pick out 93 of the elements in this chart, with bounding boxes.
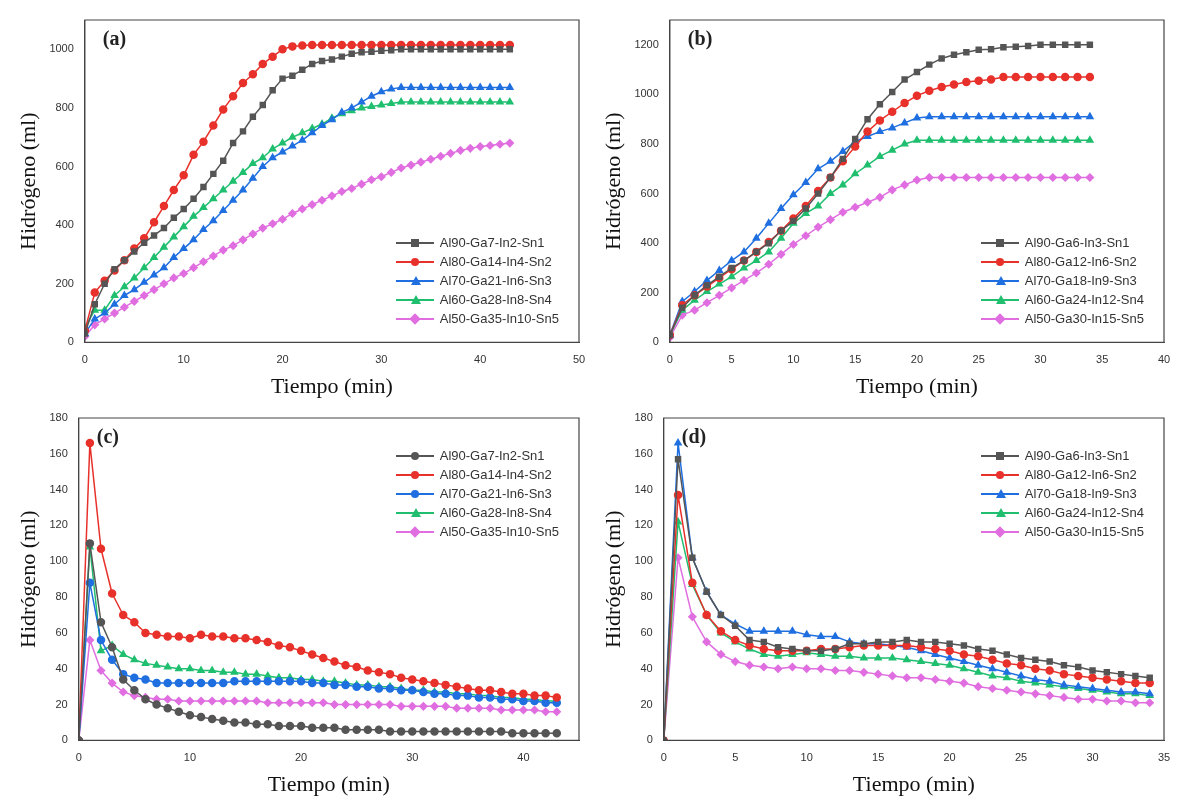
y-tick-label: 100	[49, 554, 68, 567]
y-tick-label: 800	[55, 100, 74, 113]
y-tick-label: 200	[55, 276, 74, 289]
y-tick-label: 140	[49, 482, 68, 495]
y-tick-label: 120	[634, 518, 653, 531]
chart-title: (d)	[681, 425, 707, 449]
x-tick-label: 50	[572, 353, 586, 366]
x-tick-label: 30	[1034, 353, 1047, 366]
legend-label: Al80-Ga14-In4-Sn2	[439, 253, 552, 271]
x-tick-label: 40	[517, 751, 530, 764]
y-axis-title: Hidrógeno (ml)	[14, 112, 40, 250]
y-tick-label: 600	[640, 186, 659, 199]
legend-label: Al50-Ga30-In15-Sn5	[1024, 310, 1144, 328]
y-axis-title: Hidrógeno (ml)	[599, 510, 625, 648]
x-tick-label: 5	[728, 353, 735, 366]
x-tick-label: 25	[972, 353, 985, 366]
legend-label: Al90-Ga7-In2-Sn1	[439, 447, 545, 465]
legend-label: Al50-Ga30-In15-Sn5	[1024, 523, 1144, 541]
x-tick-label: 40	[1157, 353, 1171, 366]
x-tick-label: 10	[183, 751, 197, 764]
y-tick-label: 160	[49, 446, 68, 459]
legend-label: Al80-Ga14-In4-Sn2	[439, 466, 552, 484]
y-tick-label: 20	[55, 697, 68, 710]
x-tick-label: 10	[800, 751, 813, 764]
x-tick-label: 0	[660, 751, 667, 764]
x-tick-label: 30	[406, 751, 419, 764]
x-tick-label: 5	[732, 751, 739, 764]
y-tick-label: 0	[646, 733, 653, 746]
y-tick-label: 600	[55, 159, 74, 172]
legend-label: Al80-Ga12-In6-Sn2	[1024, 253, 1137, 271]
x-tick-label: 15	[849, 353, 862, 366]
legend-label: Al50-Ga35-In10-Sn5	[439, 310, 559, 328]
y-tick-label: 120	[49, 518, 68, 531]
y-tick-label: 40	[640, 661, 653, 674]
legend-label: Al60-Ga28-In8-Sn4	[439, 504, 552, 522]
y-tick-label: 400	[55, 218, 74, 231]
y-tick-label: 80	[640, 590, 653, 603]
y-tick-label: 1200	[634, 37, 659, 50]
y-tick-label: 180	[634, 411, 653, 424]
y-tick-label: 1000	[634, 87, 659, 100]
x-tick-label: 10	[787, 353, 800, 366]
legend-label: Al90-Ga6-In3-Sn1	[1024, 447, 1130, 465]
x-tick-label: 30	[375, 353, 388, 366]
x-tick-label: 0	[81, 353, 88, 366]
x-tick-label: 0	[75, 751, 82, 764]
legend-label: Al70-Ga18-In9-Sn3	[1024, 485, 1137, 503]
legend-label: Al90-Ga7-In2-Sn1	[439, 234, 545, 252]
y-tick-label: 60	[640, 625, 653, 638]
y-tick-label: 0	[67, 335, 74, 348]
x-tick-label: 35	[1096, 353, 1109, 366]
legend-label: Al60-Ga24-In12-Sn4	[1024, 291, 1144, 309]
x-axis-title: Tiempo (min)	[267, 770, 390, 796]
y-tick-label: 400	[640, 236, 659, 249]
x-axis-title: Tiempo (min)	[852, 770, 975, 796]
x-tick-label: 30	[1086, 751, 1099, 764]
legend-label: Al70-Ga21-In6-Sn3	[439, 485, 552, 503]
chart-title: (b)	[687, 27, 713, 51]
y-tick-label: 60	[55, 625, 68, 638]
legend-label: Al70-Ga18-In9-Sn3	[1024, 272, 1137, 290]
y-tick-label: 20	[640, 697, 653, 710]
x-tick-label: 35	[1157, 751, 1171, 764]
y-tick-label: 80	[55, 590, 68, 603]
y-tick-label: 160	[634, 446, 653, 459]
y-tick-label: 100	[634, 554, 653, 567]
y-tick-label: 800	[640, 137, 659, 150]
x-tick-label: 25	[1014, 751, 1028, 764]
chart-title: (a)	[102, 27, 127, 51]
y-axis-title: Hidrógeno (ml)	[14, 510, 40, 648]
y-tick-label: 40	[55, 661, 68, 674]
legend-label: Al50-Ga35-In10-Sn5	[439, 523, 559, 541]
x-tick-label: 20	[943, 751, 956, 764]
y-tick-label: 1000	[49, 42, 74, 55]
x-tick-label: 0	[666, 353, 673, 366]
x-tick-label: 40	[474, 353, 487, 366]
chart-title: (c)	[96, 425, 119, 449]
x-axis-title: Tiempo (min)	[855, 372, 978, 398]
legend-label: Al90-Ga6-In3-Sn1	[1024, 234, 1130, 252]
y-tick-label: 0	[652, 335, 659, 348]
x-tick-label: 15	[872, 751, 885, 764]
y-axis-title: Hidrógeno (ml)	[599, 112, 625, 250]
y-tick-label: 140	[634, 482, 653, 495]
x-tick-label: 10	[177, 353, 190, 366]
y-tick-label: 200	[640, 285, 659, 298]
x-tick-label: 20	[276, 353, 289, 366]
x-axis-title: Tiempo (min)	[270, 372, 393, 398]
x-tick-label: 20	[294, 751, 308, 764]
legend-label: Al80-Ga12-In6-Sn2	[1024, 466, 1137, 484]
legend-label: Al70-Ga21-In6-Sn3	[439, 272, 552, 290]
y-tick-label: 180	[49, 411, 68, 424]
legend-label: Al60-Ga28-In8-Sn4	[439, 291, 552, 309]
x-tick-label: 20	[910, 353, 924, 366]
y-tick-label: 0	[61, 733, 68, 746]
legend-label: Al60-Ga24-In12-Sn4	[1024, 504, 1144, 522]
